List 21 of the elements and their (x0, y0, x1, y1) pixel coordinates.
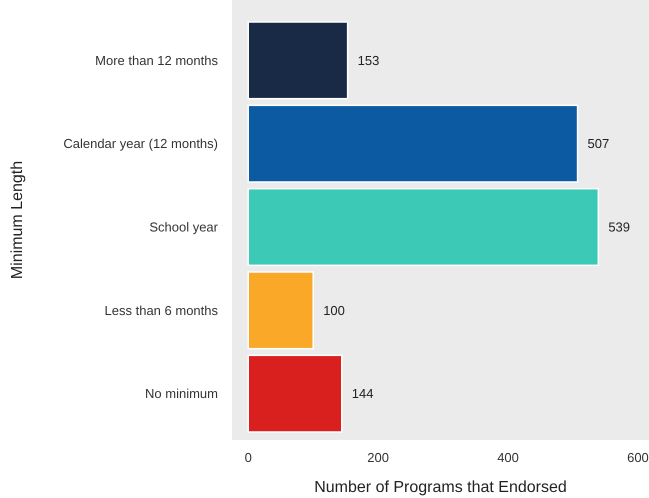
y-tick-label: School year (149, 220, 219, 235)
x-axis-title: Number of Programs that Endorsed (314, 479, 567, 496)
bar (247, 21, 348, 100)
x-tick-label: 600 (627, 450, 649, 465)
bar (247, 104, 578, 183)
data-label: 144 (352, 386, 374, 402)
x-tick-label: 0 (244, 450, 252, 465)
data-label: 100 (323, 302, 345, 318)
bar (247, 271, 314, 350)
y-tick-label: Less than 6 months (104, 302, 218, 318)
data-label: 539 (608, 220, 630, 235)
y-axis-title: Minimum Length (9, 160, 26, 280)
x-tick-label: 400 (497, 450, 519, 465)
y-tick-label: No minimum (145, 386, 218, 402)
y-tick-label: More than 12 months (95, 52, 218, 68)
y-tick-label: Calendar year (12 months) (63, 136, 218, 152)
data-label: 153 (358, 52, 380, 68)
x-tick-label: 200 (367, 450, 389, 465)
bar (247, 354, 343, 433)
data-label: 507 (588, 136, 610, 152)
bar (247, 188, 600, 266)
